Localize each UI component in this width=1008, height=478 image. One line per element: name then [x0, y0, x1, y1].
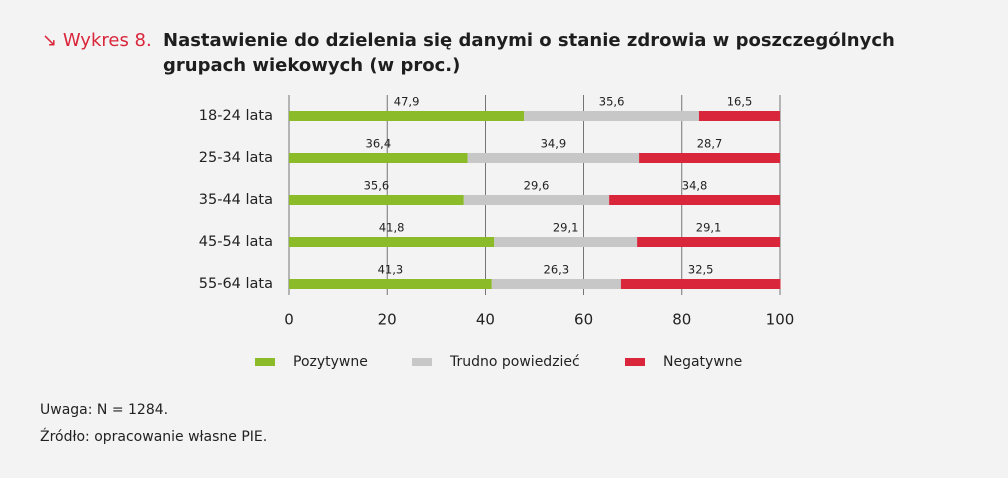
y-tick-label: 25-34 lata	[199, 150, 273, 166]
x-tick-label: 60	[574, 311, 593, 329]
bar-segment	[467, 153, 640, 163]
x-tick-label: 100	[766, 311, 795, 329]
legend-swatch	[255, 358, 275, 366]
legend-swatch	[412, 358, 432, 366]
value-label: 32,5	[688, 263, 714, 277]
x-tick-label: 0	[284, 311, 294, 329]
value-label: 36,4	[366, 137, 392, 151]
value-label: 16,5	[727, 95, 753, 109]
value-label: 26,3	[544, 263, 570, 277]
bar-segment	[289, 195, 464, 205]
bar-segment	[463, 195, 610, 205]
bar-segment	[289, 153, 468, 163]
y-tick-label: 45-54 lata	[199, 234, 273, 250]
value-label: 35,6	[599, 95, 625, 109]
legend-label: Negatywne	[663, 354, 742, 370]
bar-segment	[524, 111, 699, 121]
figure-label: Wykres 8.	[62, 30, 152, 51]
y-tick-label: 18-24 lata	[199, 108, 273, 124]
value-label: 34,9	[541, 137, 567, 151]
note: Uwaga: N = 1284.	[40, 402, 169, 418]
chart-title: Nastawienie do dzielenia się danymi o st…	[163, 30, 895, 76]
value-label: 34,8	[682, 179, 708, 193]
y-tick-label: 55-64 lata	[199, 276, 273, 292]
figure-label-wrap: ↘ Wykres 8.	[42, 28, 152, 53]
value-label: 47,9	[394, 95, 420, 109]
value-label: 35,6	[364, 179, 390, 193]
x-tick-label: 20	[378, 311, 397, 329]
x-tick-label: 40	[476, 311, 495, 329]
value-label: 41,8	[379, 221, 405, 235]
bar-segment	[609, 195, 780, 205]
value-label: 29,1	[553, 221, 579, 235]
bar-segment	[620, 279, 781, 289]
value-label: 28,7	[697, 137, 723, 151]
value-label: 29,1	[696, 221, 722, 235]
bar-segment	[494, 237, 638, 247]
bar-segment	[491, 279, 621, 289]
bar-segment	[289, 111, 525, 121]
legend-label: Pozytywne	[293, 354, 368, 370]
chart: 0 20 40 60 80 100 18-24 lata 47,9 35,6 16,5 25-34 …	[199, 95, 795, 371]
arrow-icon: ↘	[42, 30, 63, 51]
x-tick-label: 80	[672, 311, 691, 329]
bar-segment	[289, 279, 492, 289]
legend-label: Trudno powiedzieć	[449, 354, 580, 370]
value-label: 29,6	[524, 179, 550, 193]
bar-segment	[698, 111, 780, 121]
bar-segment	[639, 153, 780, 163]
source: Źródło: opracowanie własne PIE.	[40, 429, 268, 445]
bar-segment	[289, 237, 495, 247]
value-label: 41,3	[378, 263, 404, 277]
legend-swatch	[625, 358, 645, 366]
y-tick-label: 35-44 lata	[199, 192, 273, 208]
bar-segment	[637, 237, 780, 247]
